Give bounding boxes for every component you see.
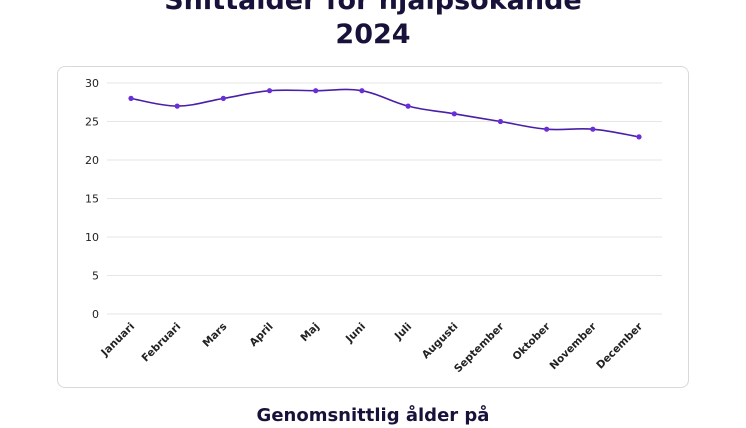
chart-title-line1: Snittålder för hjälpsökande [164,0,582,16]
x-tick-label: Maj [298,321,321,344]
data-point-maj [313,88,319,94]
x-tick-label: December [594,320,645,371]
y-axis-ticks: 0 5 10 15 20 25 30 [85,77,99,321]
footer-caption: Genomsnittlig ålder på [256,405,490,426]
x-tick-label: Augusti [420,321,461,362]
data-point-februari [174,103,180,109]
x-tick-label: Juli [392,321,414,343]
y-tick-label: 30 [85,77,99,90]
y-tick-label: 15 [85,193,99,206]
x-tick-label: Januari [98,321,137,360]
grid-lines [107,82,662,315]
data-points [128,88,642,140]
y-tick-label: 10 [85,231,99,244]
data-point-mars [220,95,226,101]
data-point-december [636,134,642,140]
y-tick-label: 0 [92,308,99,321]
data-point-juni [359,88,365,94]
data-point-juli [405,103,411,109]
data-point-oktober [544,126,550,132]
y-tick-label: 5 [92,270,99,283]
x-tick-label: Februari [140,321,184,365]
line-chart: 0 5 10 15 20 25 30 Januari Februari Mars April Maj… [85,77,662,375]
series-line-layer [130,88,640,138]
chart-title-line2: 2024 [335,19,411,50]
data-point-januari [128,95,134,101]
x-tick-label: April [247,321,275,349]
x-tick-label: November [548,320,600,372]
x-tick-label: Juni [343,321,368,346]
data-point-april [266,88,273,94]
x-tick-label: Mars [201,321,230,350]
chart-card [57,66,689,388]
chart-title: Snittålder för hjälpsökande 2024 [0,0,746,52]
x-tick-label: September [452,320,507,375]
y-tick-label: 25 [85,116,99,129]
data-point-augusti [451,111,457,117]
data-point-september [497,118,504,125]
series-line [130,88,640,138]
y-tick-label: 20 [85,154,99,167]
x-axis-ticks: Januari Februari Mars April Maj Juni Juli Augus… [98,320,645,375]
data-point-november [590,126,596,132]
x-tick-label: Oktober [510,320,553,363]
